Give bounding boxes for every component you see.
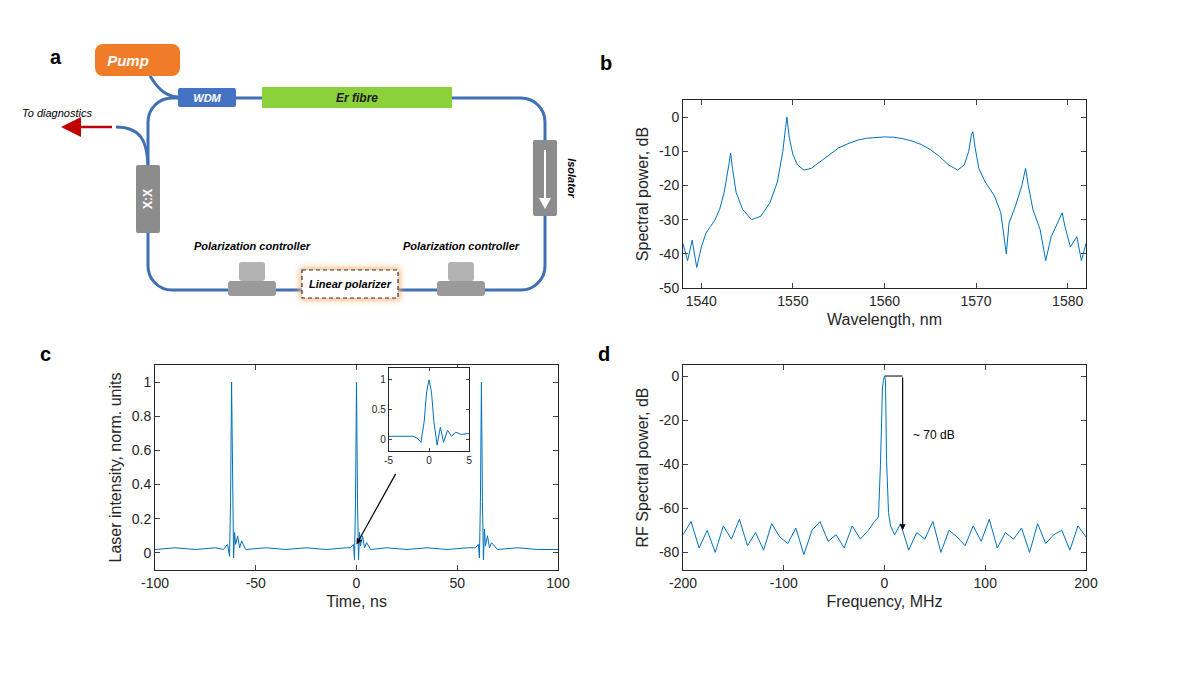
svg-text:200: 200 — [1074, 575, 1098, 591]
svg-text:-40: -40 — [659, 456, 679, 472]
svg-text:-50: -50 — [659, 280, 679, 296]
svg-text:Laser intensity, norm. units: Laser intensity, norm. units — [107, 372, 124, 562]
svg-text:0: 0 — [353, 575, 361, 591]
svg-text:Isolator: Isolator — [566, 158, 578, 198]
svg-text:1580: 1580 — [1052, 293, 1083, 309]
svg-text:-5: -5 — [384, 455, 393, 466]
svg-text:1560: 1560 — [869, 293, 900, 309]
svg-text:-20: -20 — [659, 412, 679, 428]
svg-text:-10: -10 — [659, 143, 679, 159]
svg-text:0: 0 — [143, 545, 151, 561]
svg-text:-20: -20 — [659, 177, 679, 193]
svg-text:To diagnostics: To diagnostics — [22, 107, 92, 119]
html-text:c: c — [40, 343, 52, 365]
svg-text:0: 0 — [671, 109, 679, 125]
svg-text:Frequency, MHz: Frequency, MHz — [826, 593, 942, 610]
svg-text:WDM: WDM — [193, 92, 221, 104]
svg-text:Wavelength, nm: Wavelength, nm — [827, 311, 942, 328]
svg-text:-50: -50 — [246, 575, 266, 591]
svg-text:0: 0 — [881, 575, 889, 591]
svg-text:0: 0 — [380, 434, 386, 445]
svg-text:-30: -30 — [659, 212, 679, 228]
svg-text:0.4: 0.4 — [132, 476, 152, 492]
svg-text:1: 1 — [143, 374, 151, 390]
svg-text:0.2: 0.2 — [132, 511, 152, 527]
svg-text:~ 70 dB: ~ 70 dB — [913, 428, 955, 442]
svg-text:100: 100 — [546, 575, 570, 591]
svg-text:RF Spectral power, dB: RF Spectral power, dB — [634, 387, 651, 547]
svg-text:Er fibre: Er fibre — [336, 91, 378, 105]
html-text:a: a — [50, 46, 62, 68]
svg-text:Polarization controller: Polarization controller — [194, 240, 311, 252]
svg-text:-200: -200 — [669, 575, 697, 591]
svg-text:100: 100 — [974, 575, 998, 591]
html-text:d: d — [598, 343, 611, 365]
svg-text:Pump: Pump — [107, 52, 149, 69]
svg-text:50: 50 — [449, 575, 465, 591]
svg-text:Spectral power, dB: Spectral power, dB — [634, 127, 651, 261]
svg-text:-80: -80 — [659, 544, 679, 560]
svg-text:0: 0 — [426, 455, 432, 466]
html-text:b: b — [600, 52, 613, 74]
svg-text:-100: -100 — [141, 575, 169, 591]
svg-text:-60: -60 — [659, 500, 679, 516]
svg-text:1540: 1540 — [686, 293, 717, 309]
svg-text:Polarization controller: Polarization controller — [403, 240, 520, 252]
svg-text:0.8: 0.8 — [132, 408, 152, 424]
svg-text:-40: -40 — [659, 246, 679, 262]
svg-text:0.6: 0.6 — [132, 442, 152, 458]
svg-text:1550: 1550 — [777, 293, 808, 309]
svg-text:1: 1 — [380, 374, 386, 385]
svg-text:-100: -100 — [770, 575, 798, 591]
svg-text:0.5: 0.5 — [372, 404, 386, 415]
svg-text:Time, ns: Time, ns — [326, 593, 387, 610]
svg-text:1570: 1570 — [961, 293, 992, 309]
svg-text:0: 0 — [671, 368, 679, 384]
svg-text:X:X: X:X — [141, 189, 155, 209]
svg-text:5: 5 — [467, 455, 473, 466]
svg-text:Linear polarizer: Linear polarizer — [309, 278, 392, 290]
